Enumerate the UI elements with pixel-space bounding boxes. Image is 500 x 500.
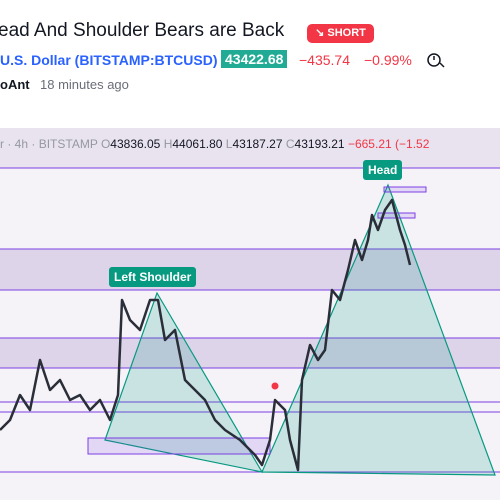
alert-icon[interactable]: [425, 50, 445, 70]
author[interactable]: oAnt: [0, 77, 30, 92]
symbol-short: r: [0, 137, 4, 151]
ohlc-value: 44061.80: [172, 137, 223, 151]
publish-time: 18 minutes ago: [40, 77, 129, 92]
head-pattern: [261, 183, 496, 476]
price: 43422.68: [221, 50, 288, 68]
badge-text: SHORT: [327, 27, 366, 39]
ohlc-key: C: [285, 137, 295, 151]
chart-change: −665.21: [347, 137, 392, 151]
ohlc-key: H: [163, 137, 173, 151]
chart-change-percent: (−1.52: [395, 137, 430, 151]
price-change: −435.74: [299, 52, 350, 68]
ohlc-value: 43187.27: [232, 137, 283, 151]
annotation: Head: [363, 160, 403, 180]
zone: [0, 128, 500, 168]
chart-legend: r · 4h · BITSTAMP O43836.05 H44061.80 L4…: [0, 137, 430, 151]
box: [87, 437, 271, 455]
zone: [0, 338, 500, 368]
symbol-link[interactable]: U.S. Dollar (BITSTAMP:BTCUSD): [0, 52, 218, 68]
short-badge: ↘ SHORT: [307, 24, 374, 43]
idea-title[interactable]: ead And Shoulder Bears are Back: [0, 20, 285, 41]
ohlc-key: L: [225, 137, 233, 151]
ohlc-key: O: [100, 137, 111, 151]
exchange: BITSTAMP: [38, 137, 98, 151]
box: [383, 186, 427, 193]
chart: [0, 128, 500, 500]
annotation: Left Shoulder: [109, 267, 197, 287]
price-line: [0, 198, 412, 472]
signal-dot: [271, 382, 279, 390]
ohlc-value: 43836.05: [110, 137, 161, 151]
ohlc-value: 43193.21: [294, 137, 345, 151]
zone-lines: [0, 167, 500, 473]
interval: 4h: [14, 137, 29, 151]
zone: [0, 249, 500, 290]
ohlc: O43836.05 H44061.80 L43187.27 C43193.21: [101, 137, 348, 151]
price-change-percent: −0.99%: [364, 52, 412, 68]
